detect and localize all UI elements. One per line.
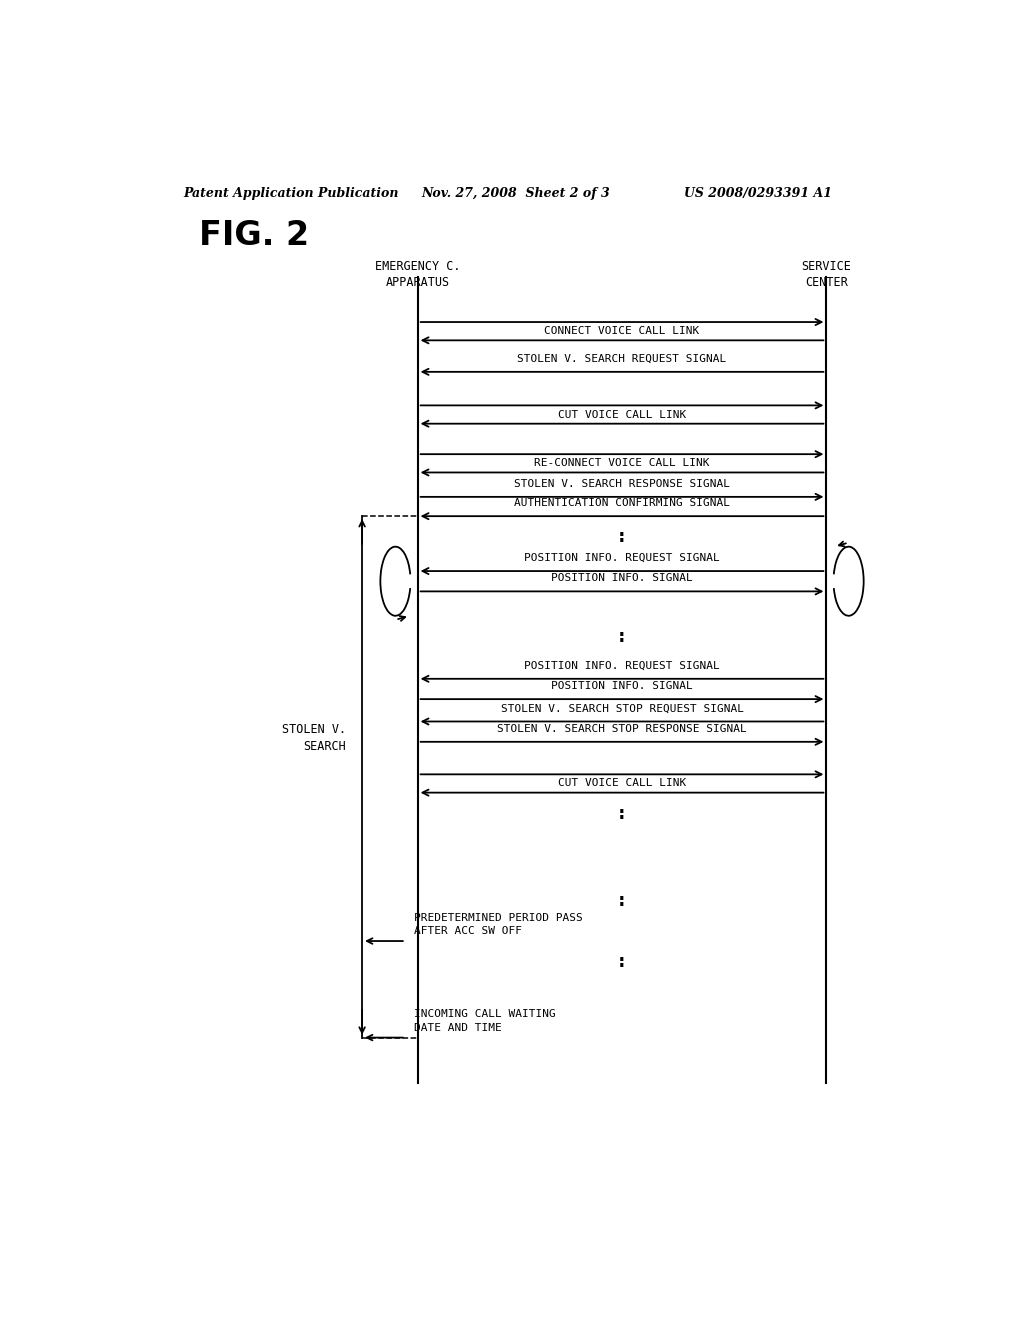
Text: :: : [616,952,628,970]
Text: Patent Application Publication: Patent Application Publication [183,187,399,199]
Text: POSITION INFO. REQUEST SIGNAL: POSITION INFO. REQUEST SIGNAL [524,661,720,671]
Text: POSITION INFO. REQUEST SIGNAL: POSITION INFO. REQUEST SIGNAL [524,553,720,562]
Text: Nov. 27, 2008  Sheet 2 of 3: Nov. 27, 2008 Sheet 2 of 3 [422,187,610,199]
Text: SERVICE
CENTER: SERVICE CENTER [802,260,851,289]
Text: EMERGENCY C.
APPARATUS: EMERGENCY C. APPARATUS [375,260,461,289]
Text: INCOMING CALL WAITING
DATE AND TIME: INCOMING CALL WAITING DATE AND TIME [414,1010,555,1032]
Text: FIG. 2: FIG. 2 [200,219,309,252]
Text: :: : [616,627,628,645]
Text: CUT VOICE CALL LINK: CUT VOICE CALL LINK [558,409,686,420]
Text: AUTHENTICATION CONFIRMING SIGNAL: AUTHENTICATION CONFIRMING SIGNAL [514,498,730,508]
Text: PREDETERMINED PERIOD PASS
AFTER ACC SW OFF: PREDETERMINED PERIOD PASS AFTER ACC SW O… [414,912,583,936]
Text: :: : [616,891,628,909]
Text: STOLEN V. SEARCH STOP REQUEST SIGNAL: STOLEN V. SEARCH STOP REQUEST SIGNAL [501,704,743,713]
Text: CONNECT VOICE CALL LINK: CONNECT VOICE CALL LINK [545,326,699,337]
Text: STOLEN V. SEARCH RESPONSE SIGNAL: STOLEN V. SEARCH RESPONSE SIGNAL [514,479,730,488]
Text: :: : [616,527,628,546]
Text: STOLEN V. SEARCH STOP RESPONSE SIGNAL: STOLEN V. SEARCH STOP RESPONSE SIGNAL [497,723,746,734]
Text: POSITION INFO. SIGNAL: POSITION INFO. SIGNAL [551,681,693,690]
Text: RE-CONNECT VOICE CALL LINK: RE-CONNECT VOICE CALL LINK [535,458,710,469]
Text: :: : [616,804,628,824]
Text: POSITION INFO. SIGNAL: POSITION INFO. SIGNAL [551,573,693,583]
Text: US 2008/0293391 A1: US 2008/0293391 A1 [684,187,831,199]
Text: STOLEN V.
SEARCH: STOLEN V. SEARCH [283,723,346,752]
Text: STOLEN V. SEARCH REQUEST SIGNAL: STOLEN V. SEARCH REQUEST SIGNAL [517,354,727,364]
Text: CUT VOICE CALL LINK: CUT VOICE CALL LINK [558,779,686,788]
